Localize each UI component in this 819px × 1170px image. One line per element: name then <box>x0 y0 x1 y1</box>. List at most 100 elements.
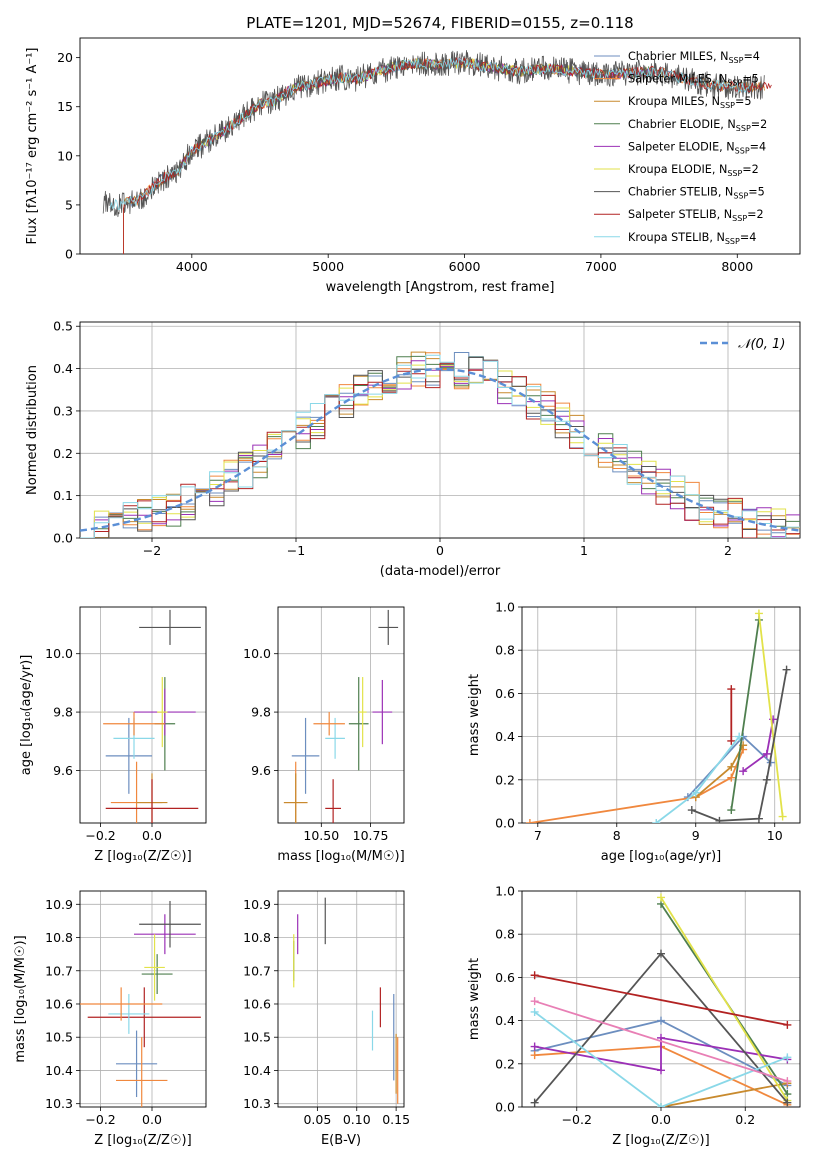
y-tick-label: 0.8 <box>495 927 515 942</box>
plot-frame <box>79 37 801 255</box>
y-tick-label: 10.4 <box>45 1063 73 1078</box>
weight-marker <box>783 1053 792 1062</box>
y-axis-label: mass weight <box>467 674 482 756</box>
y-tick-label: 0.2 <box>495 1056 515 1071</box>
error-bars <box>283 609 399 823</box>
legend-label: Chabrier STELIB, NSSP=5 <box>628 186 765 201</box>
y-tick-label: 9.6 <box>251 763 271 778</box>
y-tick-label: 10 <box>57 148 73 163</box>
spectrum-series-line <box>109 58 752 211</box>
y-tick-label: 10.5 <box>45 1030 73 1045</box>
x-tick-label: 0.0 <box>142 1112 162 1127</box>
weight-marker <box>657 1103 665 1107</box>
weight-line <box>534 1011 788 1107</box>
x-axis-label: wavelength [Angstrom, rest frame] <box>326 280 555 295</box>
x-tick-label: −0.2 <box>562 1112 592 1127</box>
y-tick-label: 0 <box>65 247 73 262</box>
y-tick-label: 0.1 <box>53 488 73 503</box>
y-tick-label: 10.9 <box>243 897 271 912</box>
weight-vs-age-panel: 7 8 9 10 0.0 0.2 0.4 0.6 0.8 1.0 age [log₁₀(age/yr… <box>467 600 801 864</box>
weight-marker <box>691 788 700 797</box>
residuals-panel: −2 −1 0 1 2 0.0 0.1 0.2 0.3 0.4 0.5 (data-model)/er… <box>25 319 801 579</box>
x-tick-label: 0.05 <box>303 1112 331 1127</box>
weight-line <box>742 719 774 772</box>
weight-marker <box>727 773 736 782</box>
y-tick-label: 0.6 <box>495 686 515 701</box>
y-tick-label: 9.8 <box>53 705 73 720</box>
weight-marker <box>652 819 661 823</box>
y-axis-label: mass [log₁₀(M/M☉)] <box>13 935 28 1062</box>
x-axis-label: E(B-V) <box>321 1133 361 1148</box>
y-axis-label: Normed distribution <box>25 365 40 495</box>
weight-line <box>534 1000 788 1082</box>
y-tick-label: 0.2 <box>53 446 73 461</box>
weight-marker <box>727 806 736 815</box>
weight-marker <box>530 1051 539 1060</box>
weight-lines <box>525 609 791 823</box>
weight-lines <box>530 893 792 1107</box>
x-tick-label: 6000 <box>449 259 481 274</box>
y-tick-label: 5 <box>65 197 73 212</box>
x-tick-label: 8000 <box>721 259 753 274</box>
weight-marker <box>530 1007 539 1016</box>
mass-vs-ebv-panel: 0.05 0.10 0.15 10.3 10.4 10.5 10.6 10.7 10.8 10.9… <box>243 890 410 1148</box>
plot-frame <box>277 606 405 824</box>
y-tick-label: 0.2 <box>495 772 515 787</box>
x-tick-label: 5000 <box>312 259 344 274</box>
x-tick-label: 10.75 <box>353 828 389 843</box>
x-tick-label: 8 <box>613 828 621 843</box>
legend-label: Kroupa ELODIE, NSSP=2 <box>628 163 759 178</box>
plot-frame <box>79 606 207 824</box>
legend-label: 𝒩(0, 1) <box>738 337 785 352</box>
x-tick-label: 0.2 <box>735 1112 755 1127</box>
weight-marker <box>525 819 534 823</box>
y-tick-label: 10.5 <box>243 1030 271 1045</box>
y-tick-label: 0.0 <box>495 816 515 831</box>
histogram-series <box>80 354 800 538</box>
weight-marker <box>778 812 787 821</box>
error-bars <box>103 609 201 823</box>
weight-line <box>730 619 760 811</box>
weight-marker <box>754 814 763 823</box>
x-tick-label: 0.0 <box>142 828 162 843</box>
x-axis-label: mass [log₁₀(M/M☉)] <box>277 849 404 864</box>
weight-marker <box>783 1098 792 1107</box>
legend-label: Chabrier ELODIE, NSSP=2 <box>628 118 767 133</box>
x-tick-label: 1 <box>580 543 588 558</box>
weight-marker <box>657 893 665 902</box>
x-axis-label: (data-model)/error <box>380 564 501 579</box>
weight-line <box>758 613 784 817</box>
y-tick-label: 0.4 <box>495 729 515 744</box>
x-tick-label: 0.0 <box>651 1112 671 1127</box>
legend-label: Kroupa MILES, NSSP=5 <box>628 95 751 110</box>
x-tick-label: 7000 <box>585 259 617 274</box>
age-vs-metallicity-panel: −0.2 0.0 9.6 9.8 10.0 Z [log₁₀(Z/Z☉)] age [log… <box>19 606 207 864</box>
y-tick-label: 0.0 <box>53 531 73 546</box>
y-tick-label: 10.4 <box>243 1063 271 1078</box>
mass-vs-metallicity-panel: −0.2 0.0 10.3 10.4 10.5 10.6 10.7 10.8 10.9 Z [lo… <box>13 890 207 1148</box>
weight-marker <box>762 749 771 758</box>
x-tick-label: 4000 <box>176 259 208 274</box>
weight-marker <box>762 775 771 784</box>
weight-marker <box>657 1066 665 1075</box>
spectrum-series-line <box>123 57 772 254</box>
weight-marker <box>739 767 748 776</box>
y-tick-label: 0.3 <box>53 403 73 418</box>
weight-marker <box>782 665 791 674</box>
x-tick-label: 0.15 <box>382 1112 410 1127</box>
weight-line <box>660 897 789 1101</box>
y-tick-label: 1.0 <box>495 884 515 899</box>
weight-marker <box>735 732 744 741</box>
weight-line <box>534 974 788 1026</box>
plot-frame <box>521 606 801 824</box>
legend-label: Kroupa STELIB, NSSP=4 <box>628 231 756 246</box>
y-tick-label: 10.3 <box>45 1096 73 1111</box>
weight-marker <box>687 806 696 815</box>
plot-frame <box>79 890 207 1108</box>
weight-line <box>529 749 744 823</box>
x-tick-label: −0.2 <box>85 828 115 843</box>
legend-label: Salpeter ELODIE, NSSP=4 <box>628 140 766 155</box>
weight-marker <box>530 997 539 1006</box>
y-tick-label: 0.8 <box>495 643 515 658</box>
